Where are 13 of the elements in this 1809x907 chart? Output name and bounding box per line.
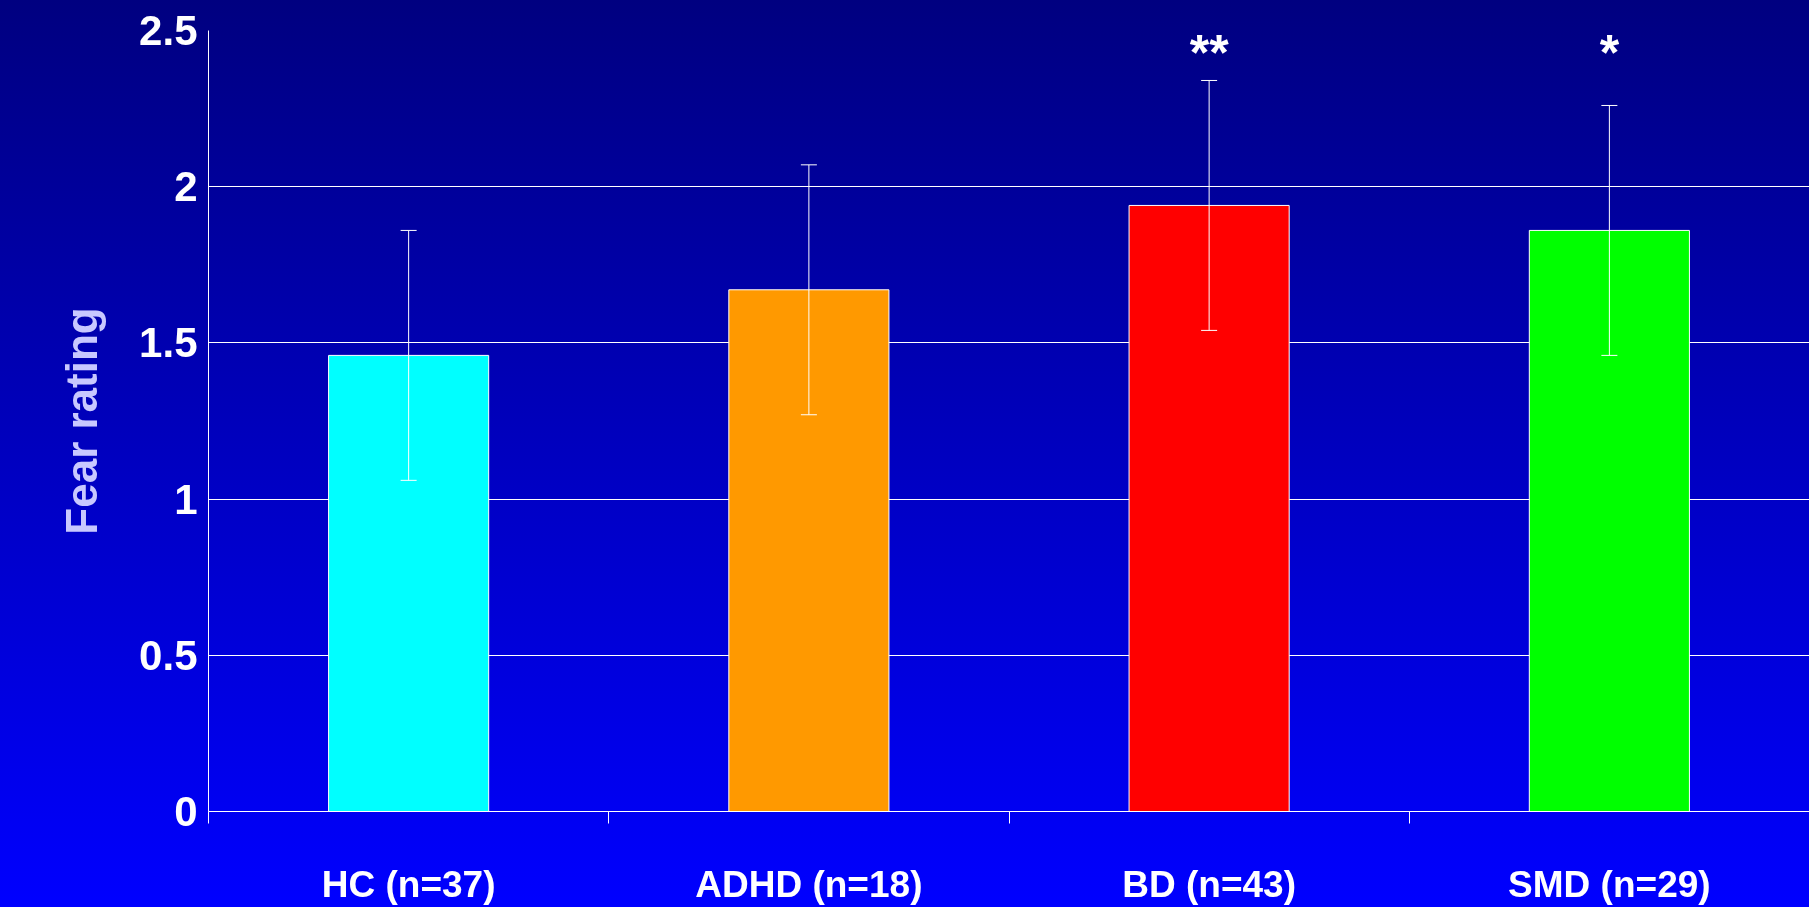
annotation: ** bbox=[1189, 24, 1230, 81]
y-tick-label: 2.5 bbox=[139, 7, 198, 54]
y-tick-label: 0 bbox=[174, 788, 198, 835]
x-tick-label: ADHD (n=18) bbox=[695, 863, 923, 905]
x-tick-label: BD (n=43) bbox=[1122, 863, 1296, 905]
y-tick-label: 1.5 bbox=[139, 319, 198, 367]
x-tick-label: HC (n=37) bbox=[321, 863, 496, 905]
x-tick-label: SMD (n=29) bbox=[1508, 863, 1711, 905]
y-axis-title: Fear rating bbox=[57, 307, 107, 535]
y-tick-label: 2 bbox=[174, 163, 198, 211]
y-tick-label: 0.5 bbox=[139, 631, 198, 679]
y-tick-label: 1 bbox=[174, 475, 198, 523]
annotation: * bbox=[1599, 24, 1620, 81]
